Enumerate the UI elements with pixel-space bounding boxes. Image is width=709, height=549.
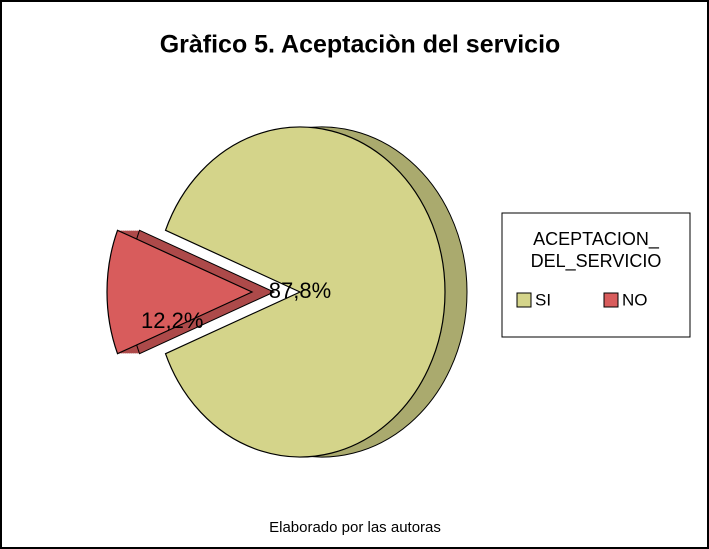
legend-label: NO (622, 290, 648, 309)
legend-title: DEL_SERVICIO (531, 251, 662, 272)
legend-swatch (603, 292, 619, 308)
chart-title: Gràfico 5. Aceptaciòn del servicio (160, 31, 561, 59)
data-label: 87,8% (269, 278, 331, 303)
slice (106, 229, 254, 355)
data-label: 12,2% (141, 308, 203, 333)
legend-label: SI (535, 290, 551, 309)
caption: Elaborado por las autoras (269, 519, 441, 536)
legend: SI NO (516, 290, 648, 309)
pie: 87,8% 12,2% (106, 126, 468, 458)
legend-box (501, 212, 691, 338)
slice (164, 126, 446, 458)
legend-swatch (516, 292, 532, 308)
legend-title: ACEPTACION_ (533, 229, 660, 250)
